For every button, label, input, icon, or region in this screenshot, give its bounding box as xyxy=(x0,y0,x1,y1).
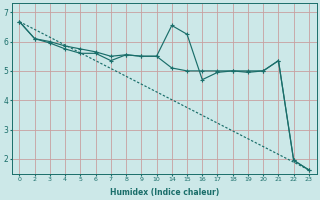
X-axis label: Humidex (Indice chaleur): Humidex (Indice chaleur) xyxy=(109,188,219,197)
